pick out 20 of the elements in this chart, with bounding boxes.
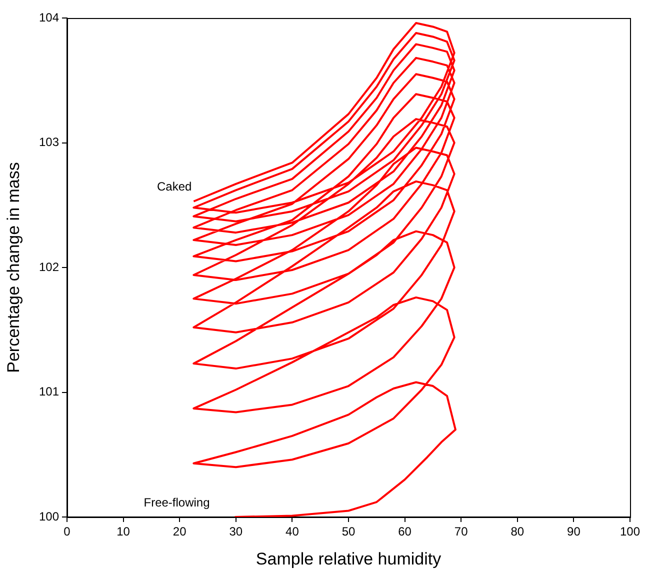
x-tick-label: 10 bbox=[116, 524, 130, 539]
x-tick-label: 60 bbox=[398, 524, 412, 539]
y-tick-label: 102 bbox=[38, 260, 60, 274]
x-tick-label: 30 bbox=[229, 524, 243, 539]
y-tick-label: 104 bbox=[38, 10, 60, 24]
x-tick-label: 0 bbox=[64, 524, 71, 539]
y-tick-label: 101 bbox=[38, 384, 60, 399]
x-tick-label: 100 bbox=[620, 524, 640, 539]
x-tick-label: 50 bbox=[342, 524, 356, 539]
x-axis-title: Sample relative humidity bbox=[256, 549, 442, 568]
x-tick-label: 20 bbox=[172, 524, 187, 539]
x-tick-label: 80 bbox=[510, 524, 524, 539]
y-tick-label: 103 bbox=[38, 135, 60, 150]
annotation: Caked bbox=[156, 180, 192, 194]
y-axis-title: Percentage change in mass bbox=[4, 162, 23, 373]
x-tick-label: 40 bbox=[286, 524, 300, 539]
x-tick-label: 70 bbox=[454, 524, 468, 539]
x-tick-label: 90 bbox=[567, 524, 581, 539]
annotation: Free-flowing bbox=[144, 495, 210, 510]
y-tick-label: 100 bbox=[38, 509, 60, 524]
